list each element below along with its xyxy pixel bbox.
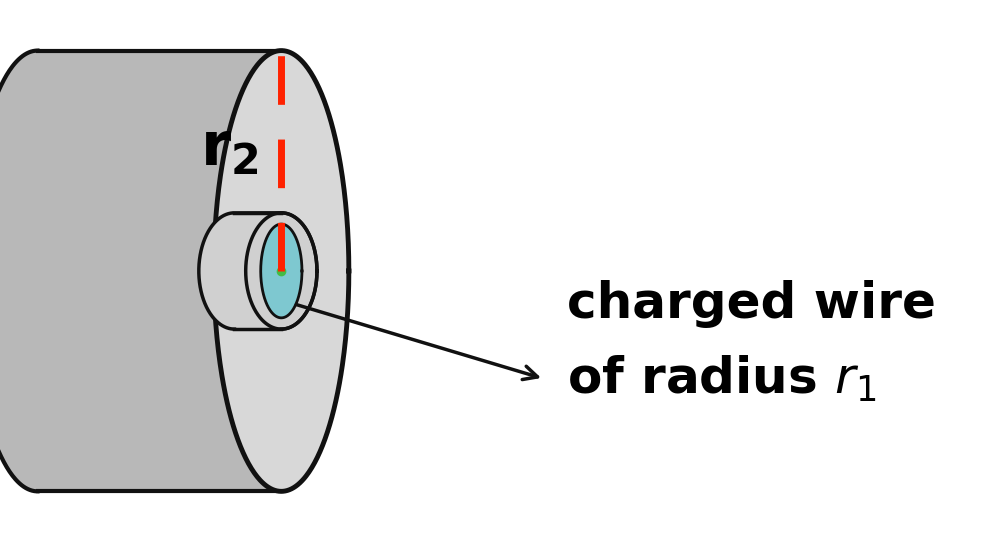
Text: charged wire: charged wire: [567, 280, 936, 328]
Polygon shape: [261, 224, 302, 318]
Polygon shape: [214, 51, 349, 491]
Text: $\mathbf{r_2}$: $\mathbf{r_2}$: [200, 120, 259, 179]
Polygon shape: [0, 51, 349, 491]
Text: of radius $r_1$: of radius $r_1$: [567, 354, 877, 404]
Polygon shape: [199, 213, 317, 329]
